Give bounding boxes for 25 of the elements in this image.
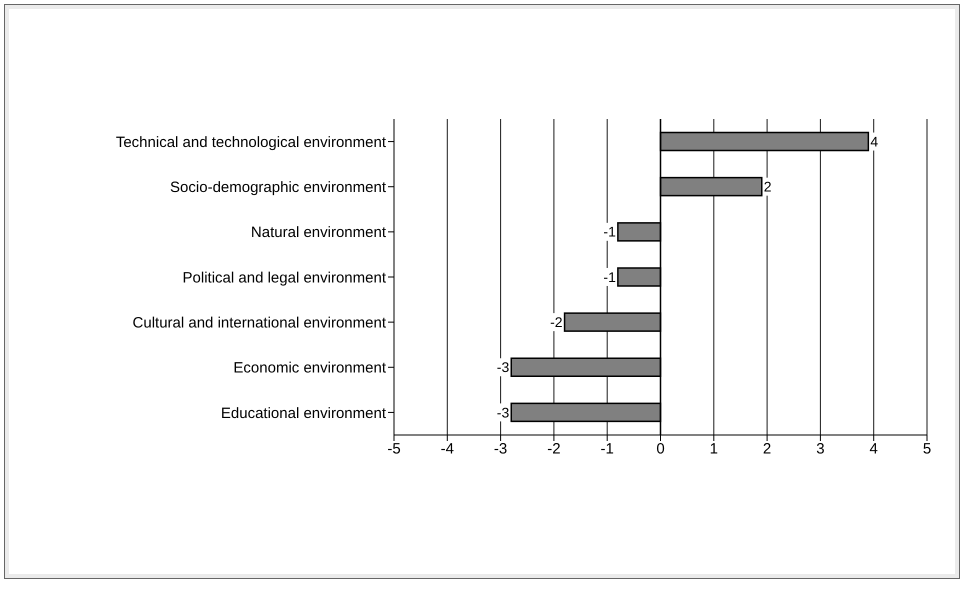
y-tick-label: Technical and technological environment (116, 134, 387, 151)
y-tick-label: Socio-demographic environment (170, 179, 387, 196)
x-tick-label: 2 (762, 440, 772, 458)
x-tick-label: 5 (922, 440, 932, 458)
x-tick-label: 3 (816, 440, 825, 458)
x-tick-label: -5 (387, 440, 401, 458)
data-label: 2 (764, 178, 772, 195)
y-tick-label: Natural environment (250, 224, 387, 242)
data-label: -3 (496, 359, 510, 376)
y-tick-label: Economic environment (233, 360, 387, 377)
y-tick-label: Educational environment (220, 404, 387, 422)
data-label: 4 (870, 133, 878, 150)
x-tick-label: -3 (494, 440, 508, 458)
x-tick-label: 0 (656, 440, 665, 458)
y-tick-label: Cultural and international environment (132, 314, 387, 332)
x-tick-label: 1 (710, 440, 718, 458)
x-tick-label: -2 (547, 440, 561, 458)
x-tick-label: -1 (600, 440, 614, 458)
data-label: -3 (496, 404, 510, 420)
x-tick-label: -4 (440, 440, 454, 458)
data-label: -1 (603, 268, 616, 285)
data-label: -2 (550, 314, 563, 330)
data-label: -1 (603, 224, 616, 240)
y-tick-label: Political and legal environment (182, 269, 387, 286)
x-tick-label: 4 (870, 440, 878, 458)
